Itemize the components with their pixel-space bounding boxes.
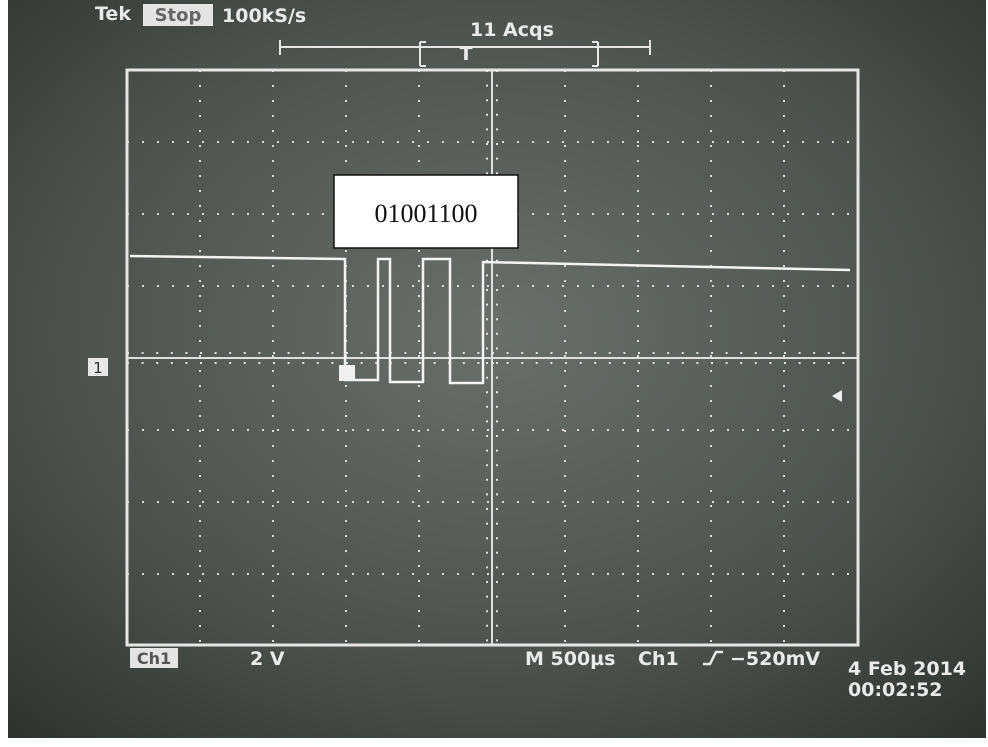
volts-per-div: 2 V bbox=[250, 648, 285, 670]
date: 4 Feb 2014 bbox=[848, 658, 966, 680]
acquisitions: 11 Acqs bbox=[470, 19, 554, 41]
trigger-level: −520mV bbox=[730, 648, 820, 670]
time: 00:02:52 bbox=[848, 679, 943, 701]
channel-marker: 1 bbox=[93, 359, 103, 377]
oscilloscope-photo: 01001100 1 Tek Stop 100kS/s 11 Acqs T Ch… bbox=[0, 0, 988, 747]
channel: Ch1 bbox=[137, 649, 171, 668]
trigger-source: Ch1 bbox=[638, 648, 679, 670]
sample-rate: 100kS/s bbox=[222, 5, 306, 27]
trigger-marker: T bbox=[460, 43, 473, 65]
screen bbox=[8, 0, 986, 738]
annotation: 01001100 bbox=[374, 199, 477, 228]
trigger-point bbox=[339, 365, 355, 381]
timebase: M 500µs bbox=[525, 648, 615, 670]
brand: Tek bbox=[95, 3, 131, 25]
state: Stop bbox=[155, 5, 202, 26]
